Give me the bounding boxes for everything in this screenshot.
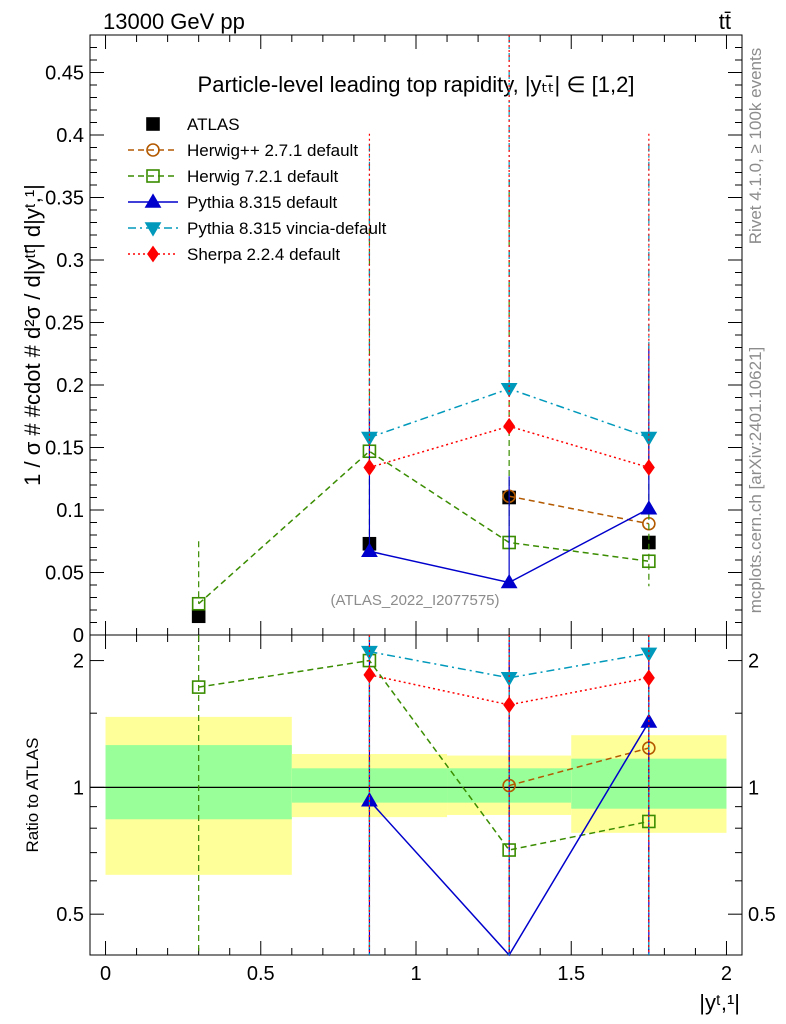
main-y-tick-label: 0.15 [45, 438, 84, 460]
ratio-series-group [191, 635, 658, 957]
main-plot-title: Particle-level leading top rapidity, |yₜ… [198, 72, 635, 97]
main-y-tick-label: 0.2 [56, 375, 84, 397]
legend-item: Sherpa 2.2.4 default [128, 245, 340, 264]
legend-item: Herwig++ 2.7.1 default [128, 141, 358, 160]
main-panel: 1 / σ # #cdot # d²σ / d|yᵗᵗ̄| d|yᵗ,¹| Pa… [20, 34, 743, 647]
legend-marker [146, 143, 160, 157]
ratio-y-tick-label: 1 [73, 777, 84, 799]
legend-marker [144, 222, 162, 237]
main-y-axis-label: 1 / σ # #cdot # d²σ / d|yᵗᵗ̄| d|yᵗ,¹| [20, 184, 45, 486]
x-tick-label: 2 [721, 963, 732, 985]
legend-label: Pythia 8.315 vincia-default [187, 219, 387, 238]
main-y-tick-label: 0.35 [45, 188, 84, 210]
main-series-group [191, 35, 658, 624]
data-point [642, 459, 655, 476]
data-point [500, 382, 518, 398]
ratio-y-tick-label-right: 0.5 [748, 904, 776, 926]
main-y-tick-label: 0.3 [56, 250, 84, 272]
data-point [500, 573, 518, 589]
header-process-label: tt̄ [719, 9, 731, 34]
legend-label: ATLAS [187, 115, 240, 134]
data-point [363, 459, 376, 476]
data-point [191, 609, 206, 624]
x-tick-label: 0 [100, 963, 111, 985]
ratio-y-tick-label: 0.5 [56, 904, 84, 926]
x-tick-label: 0.5 [247, 963, 275, 985]
series-line [508, 495, 650, 525]
data-point [191, 596, 206, 611]
data-point [361, 431, 378, 447]
legend-label: Pythia 8.315 default [187, 193, 338, 212]
legend-marker [146, 117, 160, 131]
ratio-panel: 0.5 0.5 1 1 2 2 0 0.5 1 1.5 2 Ratio to ATLAS |yᵗ,¹… [23, 634, 776, 1015]
legend-item: ATLAS [146, 115, 240, 134]
ratio-y-axis-label: Ratio to ATLAS [23, 738, 42, 853]
ratio-y-tick-label: 2 [73, 651, 84, 673]
main-y-tick-label: 0.45 [45, 63, 84, 85]
legend-label: Sherpa 2.2.4 default [187, 245, 340, 264]
x-tick-label: 1.5 [557, 963, 585, 985]
ratio-data-point [191, 680, 206, 694]
main-y-tick-label: 0.4 [56, 125, 84, 147]
header-energy-label: 13000 GeV pp [103, 9, 245, 34]
legend-label: Herwig 7.2.1 default [187, 167, 338, 186]
series-line [198, 450, 649, 605]
series-1 [502, 489, 656, 531]
legend: ATLAS Herwig++ 2.7.1 default Herwig 7.2.1 … [128, 115, 387, 264]
main-y-tick-label: 0 [73, 625, 84, 647]
legend-marker [147, 245, 159, 263]
ratio-data-point [640, 647, 658, 662]
ratio-series-4 [363, 635, 655, 955]
main-y-tick-label: 0.05 [45, 563, 84, 585]
ratio-data-point [363, 666, 376, 684]
main-y-ticks: 0 0.05 0.1 0.15 0.2 0.25 0.3 0.35 0.4 0.45 [45, 34, 742, 647]
rivet-version-label: Rivet 4.1.0, ≥ 100k events [746, 48, 765, 244]
data-point [642, 554, 656, 569]
data-point [640, 431, 658, 447]
legend-marker [146, 169, 160, 183]
ratio-data-point [503, 696, 516, 714]
ratio-series-line [198, 659, 650, 851]
legend-label: Herwig++ 2.7.1 default [187, 141, 358, 160]
series-5 [363, 35, 655, 476]
data-point [640, 500, 658, 515]
data-point [503, 417, 516, 435]
legend-marker [144, 193, 162, 208]
mcplots-label: mcplots.cern.ch [arXiv:2401.10621] [746, 347, 765, 613]
x-tick-label: 1 [410, 963, 421, 985]
x-axis-label: |yᵗ,¹| [699, 990, 740, 1015]
ratio-data-point [500, 672, 518, 687]
ratio-y-tick-label-right: 1 [748, 777, 759, 799]
ratio-y-tick-label-right: 2 [748, 651, 759, 673]
ratio-series-line [508, 747, 650, 787]
analysis-watermark: (ATLAS_2022_I2077575) [330, 592, 499, 609]
legend-item: Herwig 7.2.1 default [128, 167, 338, 186]
legend-item: Pythia 8.315 vincia-default [128, 219, 387, 238]
ratio-series-line [369, 650, 649, 679]
data-point [361, 542, 378, 558]
legend-item: Pythia 8.315 default [128, 193, 338, 212]
ratio-data-point [642, 669, 655, 687]
main-y-tick-label: 0.1 [56, 500, 84, 522]
main-y-tick-label: 0.25 [45, 313, 84, 335]
